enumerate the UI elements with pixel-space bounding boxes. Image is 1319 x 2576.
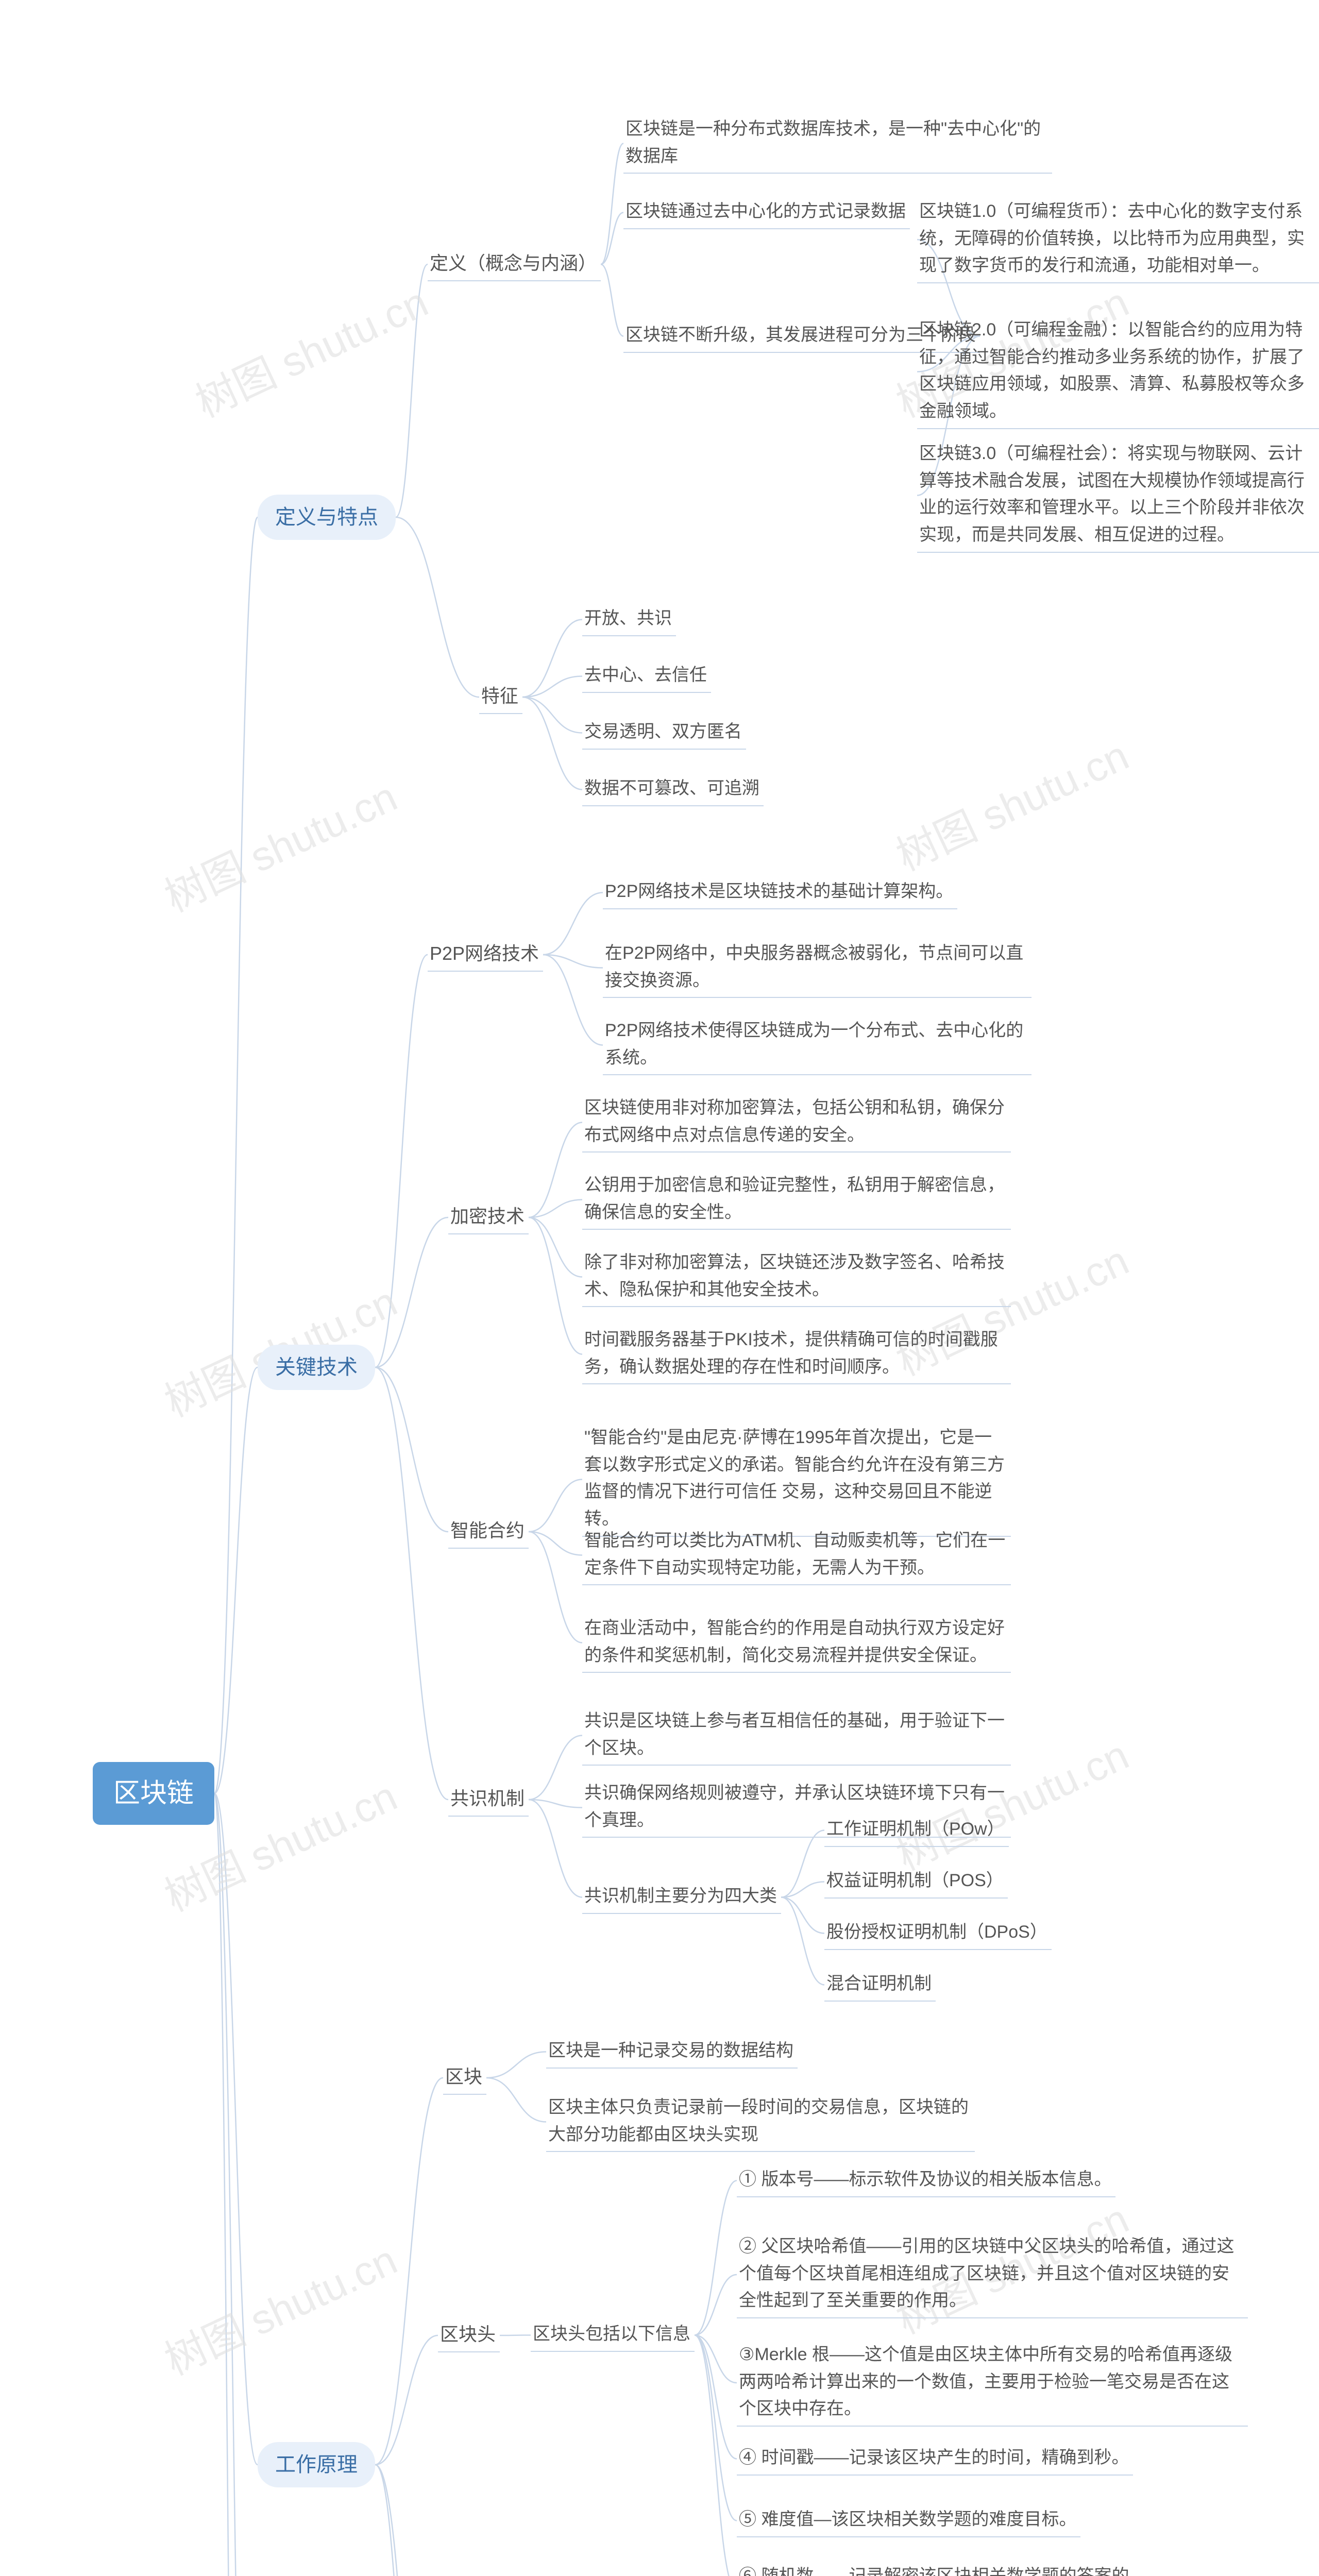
mid-node: 特征 xyxy=(479,680,522,714)
leaf-node: "智能合约"是由尼克·萨博在1995年首次提出，它是一套以数字形式定义的承诺。智… xyxy=(582,1422,1011,1537)
watermark: 树图 shutu.cn xyxy=(154,764,405,924)
leaf-node: 交易透明、双方匿名 xyxy=(582,716,746,750)
watermark: 树图 shutu.cn xyxy=(184,269,436,429)
mid-node: 区块 xyxy=(443,2061,486,2095)
leaf-node: 区块主体只负责记录前一段时间的交易信息，区块链的大部分功能都由区块头实现 xyxy=(546,2092,975,2152)
leaf-node: 开放、共识 xyxy=(582,603,676,636)
branch-node[interactable]: 关键技术 xyxy=(258,1345,375,1390)
leaf-node: 区块链1.0（可编程货币）：去中心化的数字支付系统，无障碍的价值转换，以比特币为… xyxy=(917,196,1319,283)
leaf-node: ⑤ 难度值—该区块相关数学题的难度目标。 xyxy=(737,2504,1080,2537)
leaf-node: 区块头包括以下信息 xyxy=(531,2318,695,2352)
leaf-node: 在商业活动中，智能合约的作用是自动执行双方设定好的条件和奖惩机制，简化交易流程并… xyxy=(582,1613,1011,1673)
leaf-node: 工作证明机制（POw） xyxy=(824,1814,1009,1847)
leaf-node: 区块链是一种分布式数据库技术，是一种"去中心化"的数据库 xyxy=(623,113,1052,174)
leaf-node: ⑥ 随机数——记录解密该区块相关数学题的答案的值。 xyxy=(737,2561,1165,2576)
mindmap-canvas: 树图 shutu.cn 树图 shutu.cn 树图 shutu.cn 树图 shut… xyxy=(0,0,1319,2576)
leaf-node: ④ 时间戳——记录该区块产生的时间，精确到秒。 xyxy=(737,2442,1133,2476)
leaf-node: ① 版本号——标示软件及协议的相关版本信息。 xyxy=(737,2164,1115,2197)
mid-node: 区块头 xyxy=(438,2318,500,2352)
leaf-node: 时间戳服务器基于PKI技术，提供精确可信的时间戳服务，确认数据处理的存在性和时间… xyxy=(582,1324,1011,1384)
leaf-node: 数据不可篡改、可追溯 xyxy=(582,773,764,806)
leaf-node: 区块链使用非对称加密算法，包括公钥和私钥，确保分布式网络中点对点信息传递的安全。 xyxy=(582,1092,1011,1153)
mid-node: 智能合约 xyxy=(448,1515,529,1549)
leaf-node: 混合证明机制 xyxy=(824,1968,936,2002)
branch-node[interactable]: 定义与特点 xyxy=(258,495,396,540)
mid-node: 共识机制 xyxy=(448,1783,529,1817)
mid-node: 定义（概念与内涵） xyxy=(428,247,601,281)
leaf-node: 公钥用于加密信息和验证完整性，私钥用于解密信息，确保信息的安全性。 xyxy=(582,1170,1011,1230)
leaf-node: ② 父区块哈希值——引用的区块链中父区块头的哈希值，通过这个值每个区块首尾相连组… xyxy=(737,2231,1248,2318)
leaf-node: 区块链3.0（可编程社会）：将实现与物联网、云计算等技术融合发展，试图在大规模协… xyxy=(917,438,1319,553)
mid-node: P2P网络技术 xyxy=(428,938,543,972)
watermark: 树图 shutu.cn xyxy=(154,2227,405,2387)
root-node[interactable]: 区块链 xyxy=(93,1762,214,1825)
leaf-node: 除了非对称加密算法，区块链还涉及数字签名、哈希技术、隐私保护和其他安全技术。 xyxy=(582,1247,1011,1307)
leaf-node: 区块是一种记录交易的数据结构 xyxy=(546,2035,798,2069)
leaf-node: P2P网络技术是区块链技术的基础计算架构。 xyxy=(603,876,957,909)
leaf-node: P2P网络技术使得区块链成为一个分布式、去中心化的系统。 xyxy=(603,1015,1031,1075)
leaf-node: 区块链2.0（可编程金融）：以智能合约的应用为特征，通过智能合约推动多业务系统的… xyxy=(917,314,1319,429)
mid-node: 加密技术 xyxy=(448,1200,529,1234)
leaf-node: 共识机制主要分为四大类 xyxy=(582,1880,781,1914)
leaf-node: 区块链通过去中心化的方式记录数据 xyxy=(623,196,910,229)
watermark: 树图 shutu.cn xyxy=(885,723,1137,883)
leaf-node: 共识是区块链上参与者互相信任的基础，用于验证下一个区块。 xyxy=(582,1705,1011,1766)
branch-node[interactable]: 工作原理 xyxy=(258,2442,375,2487)
leaf-node: 在P2P网络中，中央服务器概念被弱化，节点间可以直接交换资源。 xyxy=(603,938,1031,998)
leaf-node: 权益证明机制（POS） xyxy=(824,1865,1008,1899)
leaf-node: 去中心、去信任 xyxy=(582,659,711,693)
leaf-node: 智能合约可以类比为ATM机、自动贩卖机等，它们在一定条件下自动实现特定功能，无需… xyxy=(582,1525,1011,1585)
leaf-node: ③Merkle 根——这个值是由区块主体中所有交易的哈希值再逐级两两哈希计算出来… xyxy=(737,2339,1248,2427)
leaf-node: 股份授权证明机制（DPoS） xyxy=(824,1917,1052,1950)
